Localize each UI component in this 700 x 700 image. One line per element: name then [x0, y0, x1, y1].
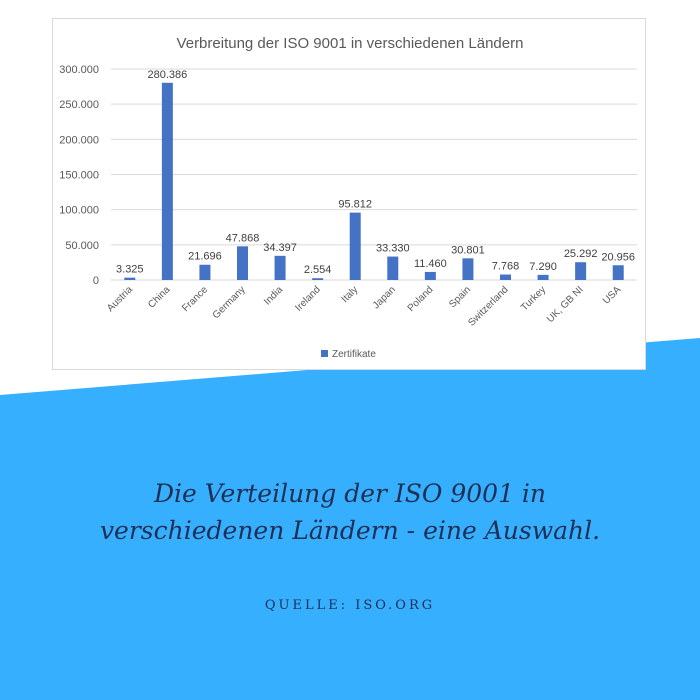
- x-tick-label: Japan: [371, 284, 398, 311]
- data-label: 280.386: [147, 69, 187, 81]
- bar: [612, 265, 624, 280]
- bar: [274, 255, 286, 280]
- bar: [312, 278, 324, 280]
- data-label: 30.801: [451, 244, 485, 256]
- legend-swatch: [321, 350, 328, 357]
- bar: [537, 274, 549, 280]
- source-note: QUELLE: ISO.ORG: [264, 598, 436, 613]
- data-label: 11.460: [414, 258, 447, 270]
- x-tick-label: Italy: [340, 284, 361, 305]
- bar: [161, 82, 173, 280]
- blue-band: [0, 338, 700, 700]
- bar: [387, 256, 399, 280]
- bar: [500, 274, 511, 280]
- bar: [575, 262, 587, 280]
- x-tick-label: Ireland: [293, 284, 322, 313]
- data-label: 7.290: [529, 261, 557, 273]
- chart-title: Verbreitung der ISO 9001 in verschiedene…: [177, 35, 524, 52]
- data-label: 34.397: [263, 242, 297, 254]
- data-label: 7.768: [492, 261, 520, 273]
- y-tick-label: 300.000: [59, 64, 99, 76]
- data-label: 21.696: [188, 251, 222, 263]
- x-tick-label: Spain: [447, 284, 473, 310]
- caption-line-2: verschiedenen Ländern - eine Auswahl.: [99, 516, 601, 545]
- data-label: 47.868: [226, 232, 260, 244]
- x-tick-label: Austria: [105, 284, 135, 314]
- data-label: 2.554: [304, 264, 332, 276]
- x-tick-label: Poland: [406, 284, 436, 314]
- x-tick-label: China: [146, 284, 173, 311]
- bar: [237, 246, 248, 280]
- chart-card: Verbreitung der ISO 9001 in verschiedene…: [52, 18, 646, 370]
- data-label: 20.956: [601, 251, 635, 263]
- data-label: 95.812: [338, 199, 372, 211]
- bar: [349, 212, 361, 280]
- bar: [462, 258, 474, 280]
- x-tick-label: Switzerland: [466, 284, 510, 328]
- x-tick-label: France: [180, 284, 210, 314]
- legend-label: Zertifikate: [332, 349, 376, 360]
- x-tick-label: UK, GB NI: [545, 284, 586, 325]
- bar: [124, 277, 136, 280]
- data-label: 25.292: [564, 248, 598, 260]
- y-tick-label: 50.000: [65, 240, 99, 252]
- y-tick-label: 0: [93, 275, 99, 287]
- y-tick-label: 250.000: [59, 99, 99, 111]
- x-tick-label: India: [262, 284, 285, 307]
- x-tick-label: USA: [601, 284, 624, 307]
- y-tick-label: 100.000: [59, 205, 99, 217]
- bar-chart: Verbreitung der ISO 9001 in verschiedene…: [59, 35, 637, 360]
- bar: [199, 264, 211, 280]
- y-tick-label: 200.000: [59, 134, 99, 146]
- data-label: 33.330: [376, 243, 410, 255]
- caption-line-1: Die Verteilung der ISO 9001 in: [153, 479, 547, 508]
- bar: [424, 271, 436, 280]
- x-tick-label: Germany: [211, 284, 248, 321]
- x-tick-label: Turkey: [519, 284, 548, 313]
- caption: Die Verteilung der ISO 9001 in verschied…: [20, 475, 680, 549]
- y-tick-label: 150.000: [59, 170, 99, 182]
- data-label: 3.325: [116, 264, 144, 276]
